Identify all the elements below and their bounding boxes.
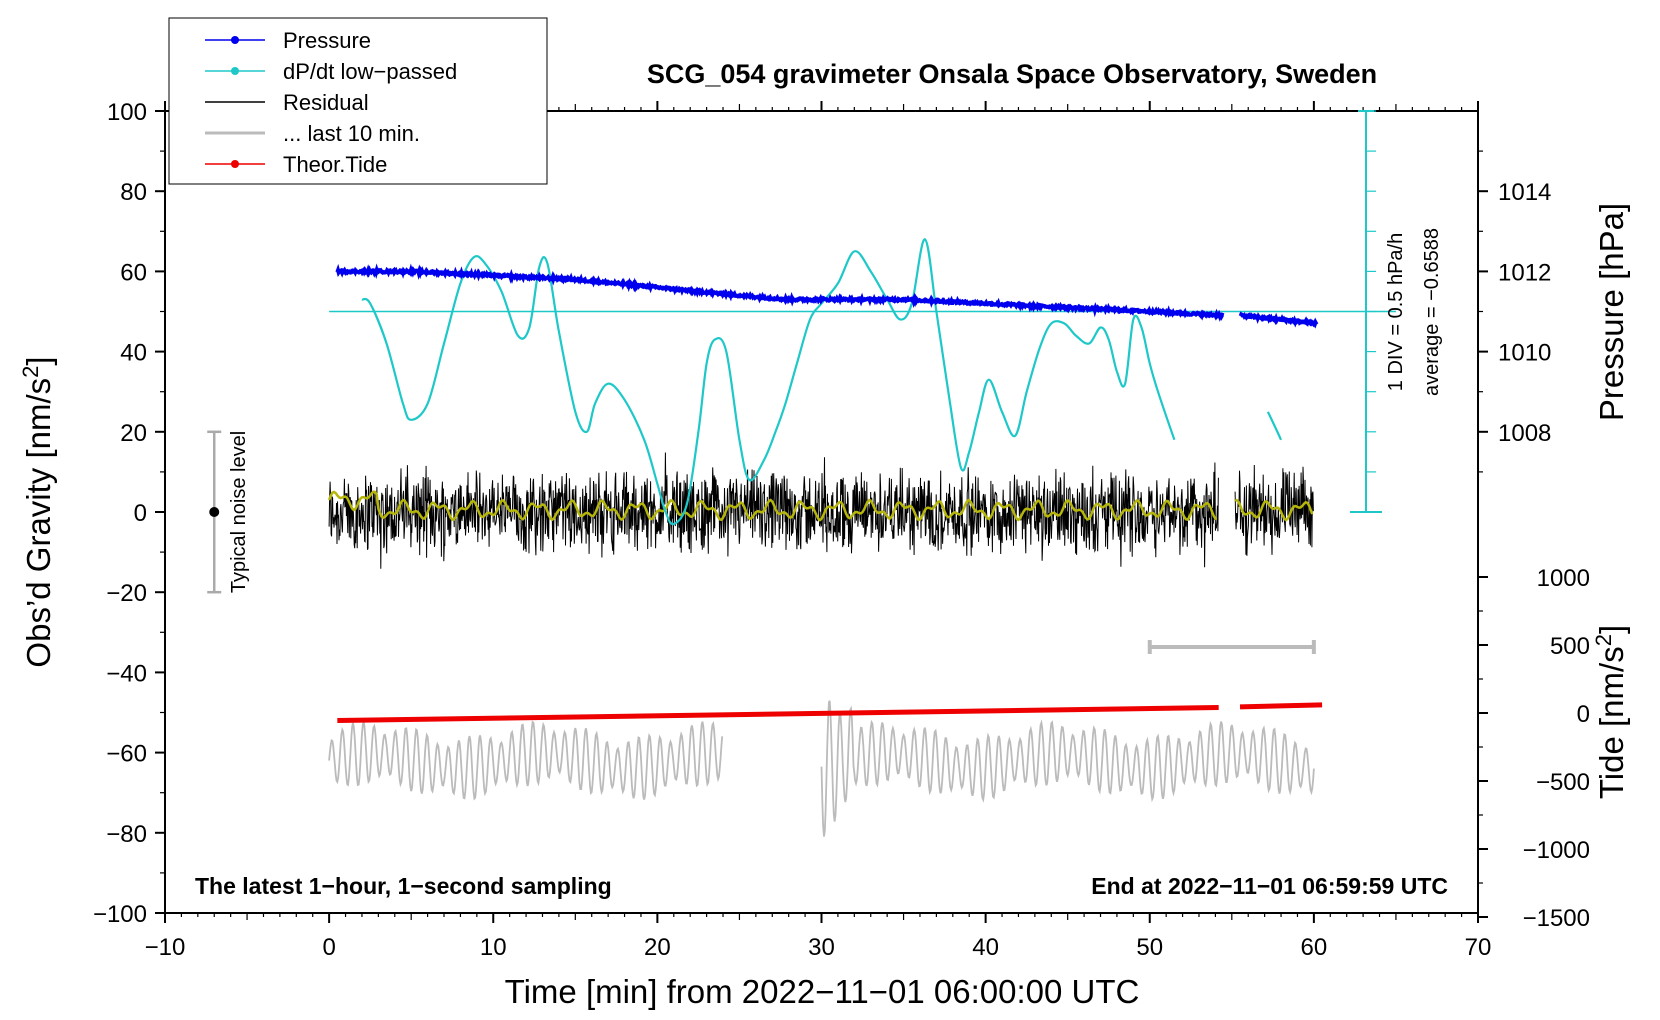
legend-item: Pressure: [205, 28, 371, 53]
x-tick-label: −10: [145, 934, 186, 961]
tide-tick-label: 1000: [1537, 565, 1590, 592]
y-tick-label: 60: [120, 259, 147, 286]
y-tick-label: −80: [106, 821, 147, 848]
y-axis-label-left-sup: 2: [18, 366, 43, 378]
tide-tick-label: −500: [1536, 769, 1590, 796]
pressure-tick-label: 1008: [1498, 420, 1551, 447]
last10-line: [328, 720, 724, 801]
legend-label: Residual: [283, 90, 369, 115]
legend-item: dP/dt low−passed: [205, 59, 457, 84]
series-residual-smoothed: [327, 490, 1314, 522]
legend-label: ... last 10 min.: [283, 121, 420, 146]
tide-tick-label: 500: [1550, 633, 1590, 660]
tide-tick-label: −1000: [1523, 837, 1590, 864]
legend-box: [168, 17, 548, 185]
x-tick-label: 10: [480, 934, 507, 961]
noise-label: Typical noise level: [228, 431, 250, 593]
series-pressure: [335, 263, 1319, 329]
legend-marker: [231, 67, 239, 75]
dpdt-line-tail: [1266, 411, 1283, 441]
y-tick-label: −20: [106, 580, 147, 607]
legend: Pressure dP/dt low−passed Residual ... last…: [168, 17, 548, 185]
y-tick-labels: −100 −80 −60 −40 −20 0 20 40 60 80 100: [93, 99, 147, 928]
tide-axis: −1500 −1000 −500 0 500 1000: [1478, 565, 1590, 932]
legend-label: Pressure: [283, 28, 371, 53]
chart-extras: [207, 110, 1382, 654]
y-axis-label-tide-main: Tide [nm/s: [1593, 646, 1630, 799]
x-tick-labels: −10 0 10 20 30 40 50 60 70: [145, 934, 1492, 961]
tide-line: [337, 705, 1219, 723]
y-axis-label-left: Obs’d Gravity [nm/s2]: [18, 356, 57, 667]
tide-tick-label: 0: [1577, 701, 1590, 728]
series-dpdt: [361, 238, 1283, 526]
y-axis-label-tide-sup: 2: [1591, 634, 1616, 646]
y-tick-label: 100: [107, 99, 147, 126]
chart-title: SCG_054 gravimeter Onsala Space Observat…: [647, 59, 1377, 89]
residual-line: [328, 452, 1314, 569]
legend-item: Residual: [205, 90, 369, 115]
series-residual: [328, 452, 1314, 569]
legend-item: Theor.Tide: [205, 152, 387, 177]
x-axis-label: Time [min] from 2022−11−01 06:00:00 UTC: [505, 973, 1140, 1010]
tide-tick-label: −1500: [1523, 905, 1590, 932]
dpdt-average-label: average = −0.6588: [1421, 228, 1443, 396]
y-axis-label-tide-end: ]: [1593, 625, 1630, 634]
y-tick-label: −100: [93, 901, 147, 928]
legend-item: ... last 10 min.: [205, 121, 420, 146]
y-tick-label: 40: [120, 340, 147, 367]
y-axis-label-left-end: ]: [20, 356, 57, 365]
legend-marker: [231, 160, 239, 168]
y-tick-label: −40: [106, 660, 147, 687]
x-tick-label: 60: [1301, 934, 1328, 961]
dpdt-scale-label: 1 DIV = 0.5 hPa/h: [1385, 233, 1407, 391]
y-tick-label: 0: [134, 500, 147, 527]
x-tick-label: 40: [972, 934, 999, 961]
dpdt-line: [361, 238, 1176, 526]
x-tick-label: 30: [808, 934, 835, 961]
y-axis-label-left-main: Obs’d Gravity [nm/s: [20, 378, 57, 668]
tide-line-tail: [1239, 702, 1323, 710]
residual-smoothed-line: [327, 490, 1314, 522]
x-tick-label: 50: [1136, 934, 1163, 961]
last10-line: [820, 700, 1315, 837]
series-tide: [337, 702, 1323, 723]
bottom-right-note: End at 2022−11−01 06:59:59 UTC: [1091, 873, 1448, 899]
pressure-tick-label: 1012: [1498, 259, 1551, 286]
legend-items: Pressure dP/dt low−passed Residual ... last…: [205, 28, 457, 177]
legend-label: Theor.Tide: [283, 152, 387, 177]
y-tick-label: 80: [120, 179, 147, 206]
y-tick-label: −60: [106, 741, 147, 768]
series-last10: [328, 700, 1315, 837]
y-axis-label-pressure: Pressure [hPa]: [1593, 203, 1630, 421]
x-tick-label: 70: [1465, 934, 1492, 961]
legend-label: dP/dt low−passed: [283, 59, 457, 84]
x-tick-label: 0: [322, 934, 335, 961]
bottom-left-note: The latest 1−hour, 1−second sampling: [195, 873, 612, 899]
y-tick-label: 20: [120, 420, 147, 447]
legend-marker: [231, 36, 239, 44]
noise-bar-dot: [209, 507, 220, 517]
y-axis-label-tide: Tide [nm/s2]: [1591, 625, 1630, 799]
pressure-axis: 1008 1010 1012 1014: [1478, 150, 1551, 473]
pressure-line: [335, 263, 1319, 329]
pressure-tick-label: 1014: [1498, 179, 1551, 206]
x-tick-label: 20: [644, 934, 671, 961]
pressure-tick-label: 1010: [1498, 340, 1551, 367]
